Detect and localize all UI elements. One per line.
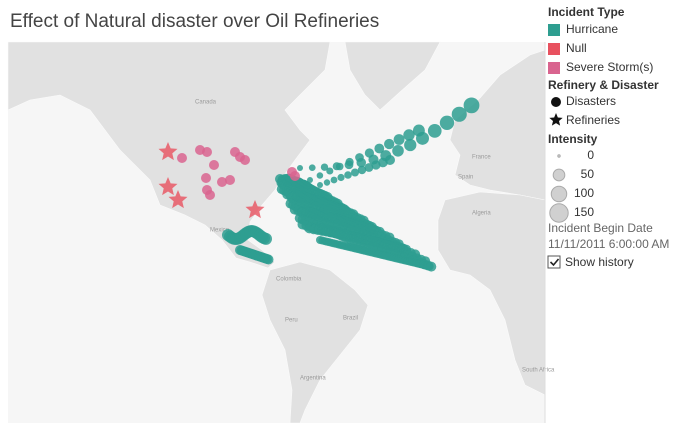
hurricane-point [308, 164, 316, 172]
hurricane-point [307, 177, 313, 183]
hurricane-point [345, 157, 354, 167]
hurricane-point [364, 163, 374, 172]
legend-label[interactable]: Severe Storm(s) [566, 60, 653, 74]
hurricane-point [351, 168, 359, 177]
hurricane-point [263, 254, 274, 265]
hurricane-point [439, 115, 455, 131]
hurricane-point [260, 232, 272, 245]
hurricane-point [463, 97, 480, 114]
hurricane-point [320, 163, 329, 171]
size-swatch [550, 185, 568, 203]
storm-point [217, 177, 227, 187]
title: Effect of Natural disaster over Oil Refi… [10, 11, 379, 32]
refinery-star [158, 142, 178, 161]
hurricane-point [323, 179, 331, 186]
refinery-star [245, 200, 265, 219]
storm-point [225, 175, 235, 185]
map-label: Mexico [210, 228, 230, 234]
storm-point [202, 147, 212, 157]
hurricane-point [384, 138, 395, 150]
filter-label: Incident Begin Date [548, 221, 653, 235]
size-label: 150 [574, 205, 594, 219]
size-swatch [549, 203, 569, 223]
size-swatch [552, 168, 566, 182]
filter-value: 11/11/2011 6:00:00 AM [548, 237, 669, 251]
checkmark [549, 258, 560, 267]
storm-point [209, 160, 219, 170]
hurricane-point [451, 106, 467, 122]
storm-point [235, 152, 245, 162]
greenland [344, 41, 441, 111]
hurricane-point [355, 153, 364, 162]
storm-point [202, 185, 212, 195]
legend-shape [551, 97, 561, 107]
size-swatch [557, 154, 561, 158]
legend-swatch[interactable] [548, 62, 560, 74]
hurricane-point [403, 129, 415, 141]
hurricane-point [317, 182, 323, 188]
map-label: South Africa [522, 368, 555, 374]
map-label: Brazil [343, 316, 358, 322]
hurricane-point [425, 262, 434, 271]
map-label: Canada [195, 100, 217, 106]
checkbox[interactable] [547, 255, 561, 269]
hurricane-point [364, 148, 375, 158]
map-label: France [472, 155, 491, 161]
hurricane-point [357, 165, 367, 175]
legend-label[interactable]: Hurricane [566, 22, 618, 36]
hurricane-point [392, 144, 404, 157]
map-label: Spain [458, 175, 473, 181]
legend-title: Intensity [548, 132, 598, 146]
map-label: Algeria [472, 211, 491, 217]
south-america [261, 261, 369, 424]
size-label: 100 [574, 186, 594, 200]
hurricane-point [385, 155, 395, 165]
size-label: 50 [581, 167, 595, 181]
legend-title: Refinery & Disaster [548, 78, 659, 92]
refinery-star [168, 190, 188, 209]
map: Canada France Spain Algeria Mexico Colom… [7, 41, 555, 424]
africa [437, 191, 546, 396]
hurricane-point [412, 124, 425, 137]
hurricane-point [427, 124, 442, 138]
legend-swatch[interactable] [548, 24, 560, 36]
legend-label[interactable]: Disasters [566, 94, 616, 108]
hurricane-point [404, 138, 417, 152]
hurricane-point [393, 134, 405, 145]
checkbox-label[interactable]: Show history [565, 255, 634, 269]
hurricane-point [337, 173, 345, 182]
hurricane-point [344, 171, 352, 179]
hurricane-point [374, 143, 385, 154]
hurricane-point [316, 172, 324, 179]
hurricane-point [297, 165, 303, 171]
storm-point [177, 153, 187, 163]
storm-point [201, 173, 211, 183]
refinery-star [158, 177, 178, 196]
map-label: Argentina [300, 376, 326, 382]
map-label: Colombia [276, 277, 302, 283]
hurricane-point [335, 162, 344, 171]
size-label: 0 [587, 148, 594, 162]
map-label: Peru [285, 318, 298, 324]
hurricane-point [326, 167, 334, 175]
legend-label[interactable]: Null [566, 41, 587, 55]
legend-label[interactable]: Refineries [566, 113, 620, 127]
legend-shape [549, 113, 563, 126]
incident-marks [158, 97, 480, 272]
hurricane-point [330, 176, 338, 184]
storm-point [290, 171, 300, 181]
legend-swatch[interactable] [548, 43, 560, 55]
legend: Incident Type Hurricane Null Severe Storm(s… [547, 5, 669, 269]
legend-title: Incident Type [548, 5, 625, 19]
